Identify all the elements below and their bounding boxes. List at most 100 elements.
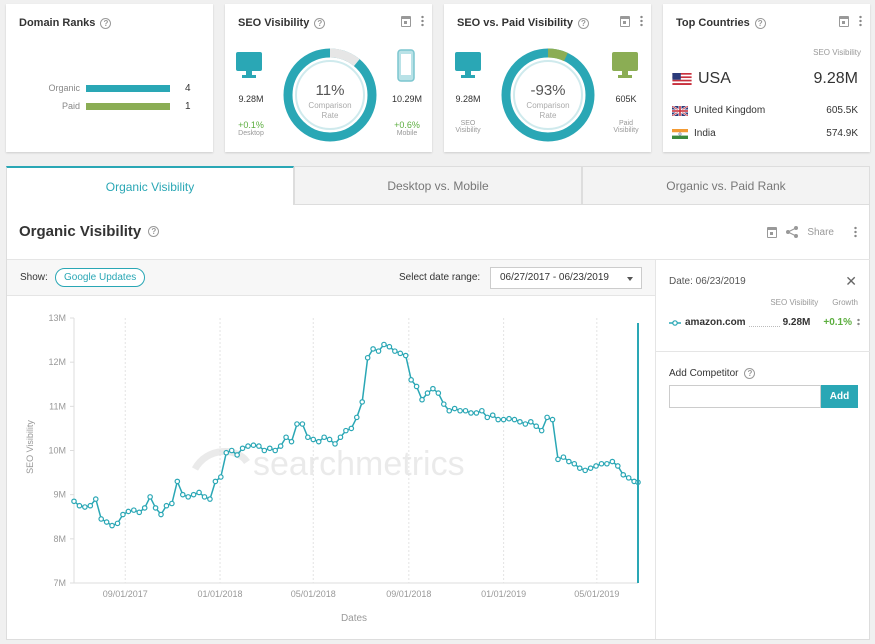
data-point: [457, 407, 463, 414]
rank-label: Organic: [48, 83, 80, 93]
card-tools: [620, 15, 643, 27]
data-point: [234, 452, 240, 458]
help-icon[interactable]: ?: [148, 226, 160, 237]
seo-vs-paid-card: SEO vs. Paid Visibility ? 9.28M SEO Visi…: [444, 4, 651, 152]
data-point: [185, 494, 191, 500]
data-point: [375, 348, 382, 354]
domain-ranks-title-text: Domain Ranks: [19, 17, 96, 29]
help-icon[interactable]: ?: [577, 17, 589, 29]
desktop-change: +0.1%: [238, 120, 264, 130]
calendar-icon[interactable]: [767, 226, 778, 238]
close-icon[interactable]: ✕: [845, 273, 857, 289]
side-column-headers: SEO Visibility Growth: [770, 298, 858, 307]
organic-visibility-panel: Organic Visibility ? Share Show: Google …: [6, 205, 870, 640]
paid-desktop-icon: [612, 52, 638, 78]
dotted-leader: [748, 319, 780, 327]
data-point: [277, 443, 284, 449]
y-tick-label: 12M: [48, 357, 66, 367]
seo-visibility-gauge: 11% Comparison Rate: [283, 48, 377, 142]
seo-vs-paid-percent: -93%: [530, 82, 565, 99]
more-options-icon[interactable]: [640, 15, 643, 27]
series-marker-icon: [669, 319, 681, 326]
domain-ranks-card: Domain Ranks ? Organic 4 Paid 1: [6, 4, 213, 152]
data-point: [571, 460, 578, 467]
desktop-value: 9.28M: [238, 94, 264, 104]
more-options-icon[interactable]: [421, 15, 424, 27]
more-options-icon[interactable]: [859, 15, 862, 27]
selected-date: Date: 06/23/2019: [669, 276, 746, 287]
country-value: 574.9K: [826, 128, 858, 139]
top-countries-card: Top Countries ? SEO Visibility USA 9.28M…: [663, 4, 870, 152]
data-point: [473, 410, 480, 416]
seo-visibility-card: SEO Visibility ? 9.28M +0.1% Desktop 10.…: [225, 4, 432, 152]
top-countries-subtitle: SEO Visibility: [813, 48, 861, 57]
data-point: [348, 425, 355, 432]
competitor-input[interactable]: [669, 385, 821, 408]
data-point: [288, 438, 295, 445]
data-point: [560, 454, 567, 460]
date-range-select[interactable]: 06/27/2017 - 06/23/2019: [490, 267, 642, 289]
panel-title: Organic Visibility ?: [19, 223, 160, 240]
data-point: [419, 396, 425, 403]
tab-organic-visibility[interactable]: Organic Visibility: [6, 166, 294, 205]
help-icon[interactable]: ?: [314, 17, 326, 29]
seo-visibility-title-text: SEO Visibility: [238, 17, 310, 29]
data-point: [430, 385, 436, 392]
data-point: [533, 423, 540, 430]
tab-desktop-vs-mobile[interactable]: Desktop vs. Mobile: [294, 166, 582, 205]
google-updates-button[interactable]: Google Updates: [55, 268, 146, 287]
data-point: [326, 436, 333, 443]
data-point: [196, 489, 202, 496]
data-point: [256, 443, 262, 449]
data-point: [381, 341, 387, 348]
desktop-label: Desktop: [238, 130, 264, 137]
data-point: [353, 414, 360, 421]
mobile-label: Mobile: [396, 130, 418, 137]
data-point: [120, 511, 126, 518]
data-point: [174, 478, 181, 485]
calendar-icon[interactable]: [839, 15, 849, 27]
mobile-stat: 10.29M: [387, 94, 427, 104]
calendar-icon[interactable]: [401, 15, 411, 27]
data-point: [266, 445, 273, 452]
data-point: [207, 496, 213, 502]
add-competitor-button[interactable]: Add: [821, 385, 858, 408]
data-point: [495, 416, 501, 423]
data-point: [386, 343, 393, 350]
data-point: [71, 498, 77, 505]
help-icon[interactable]: ?: [744, 368, 756, 379]
data-point: [587, 465, 594, 471]
data-point: [435, 390, 442, 396]
data-point: [424, 390, 431, 396]
data-point: [147, 494, 153, 500]
x-tick-label: 05/01/2019: [574, 589, 619, 599]
seo-vs-paid-title: SEO vs. Paid Visibility ?: [457, 17, 589, 29]
data-point: [370, 346, 376, 352]
data-point: [625, 475, 632, 481]
domain-seo-value: 9.28M: [782, 317, 811, 328]
uk-flag-icon: [672, 105, 688, 116]
x-axis-label: Dates: [341, 613, 367, 624]
x-tick-label: 05/01/2018: [291, 589, 336, 599]
calendar-icon[interactable]: [620, 15, 630, 27]
more-options-icon[interactable]: [854, 226, 857, 238]
more-options-icon[interactable]: [857, 318, 860, 327]
tab-organic-vs-paid-rank[interactable]: Organic vs. Paid Rank: [582, 166, 870, 205]
country-name: United Kingdom: [694, 105, 766, 116]
country-row-uk: United Kingdom 605.5K: [672, 105, 858, 116]
data-point: [76, 502, 83, 509]
mobile-change: +0.6%: [394, 120, 420, 130]
seo-visibility-title: SEO Visibility ?: [238, 17, 326, 29]
country-value: 605.5K: [826, 105, 858, 116]
data-point: [566, 458, 572, 465]
share-icon[interactable]: [785, 225, 799, 239]
help-icon[interactable]: ?: [100, 17, 112, 29]
data-point: [315, 438, 322, 445]
y-tick-label: 13M: [48, 313, 66, 323]
help-icon[interactable]: ?: [754, 17, 766, 29]
data-point: [299, 421, 306, 427]
share-label[interactable]: Share: [807, 226, 834, 238]
y-tick-label: 7M: [53, 578, 66, 588]
paid-value: 605K: [615, 94, 637, 104]
data-point: [343, 427, 349, 434]
